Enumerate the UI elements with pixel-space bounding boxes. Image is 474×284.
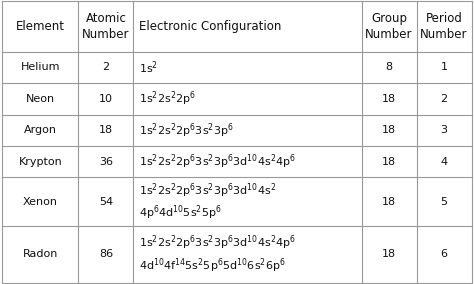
Text: 36: 36 [99, 157, 113, 167]
Text: Atomic
Number: Atomic Number [82, 12, 130, 41]
Text: 18: 18 [382, 249, 396, 259]
Text: Helium: Helium [21, 62, 60, 72]
Text: Krypton: Krypton [18, 157, 62, 167]
Text: Group
Number: Group Number [365, 12, 413, 41]
Text: Radon: Radon [23, 249, 58, 259]
Text: 18: 18 [382, 125, 396, 135]
Text: 8: 8 [385, 62, 392, 72]
Text: 18: 18 [382, 94, 396, 104]
Text: Period
Number: Period Number [420, 12, 468, 41]
Text: 54: 54 [99, 197, 113, 207]
Text: 5: 5 [441, 197, 447, 207]
Text: 1s$^2$2s$^2$2p$^6$3s$^2$3p$^6$3d$^{10}$4s$^2$
4p$^6$4d$^{10}$5s$^2$5p$^6$: 1s$^2$2s$^2$2p$^6$3s$^2$3p$^6$3d$^{10}$4… [139, 181, 276, 222]
Text: 6: 6 [441, 249, 447, 259]
Text: 1s$^2$2s$^2$2p$^6$3s$^2$3p$^6$: 1s$^2$2s$^2$2p$^6$3s$^2$3p$^6$ [139, 121, 234, 139]
Text: 1s$^2$2s$^2$2p$^6$3s$^2$3p$^6$3d$^{10}$4s$^2$4p$^6$
4d$^{10}$4f$^{14}$5s$^2$5p$^: 1s$^2$2s$^2$2p$^6$3s$^2$3p$^6$3d$^{10}$4… [139, 234, 296, 275]
Text: Element: Element [16, 20, 65, 33]
Text: 1s$^2$2s$^2$2p$^6$: 1s$^2$2s$^2$2p$^6$ [139, 89, 196, 108]
Text: 10: 10 [99, 94, 113, 104]
Text: 1s$^2$: 1s$^2$ [139, 59, 158, 76]
Text: 1s$^2$2s$^2$2p$^6$3s$^2$3p$^6$3d$^{10}$4s$^2$4p$^6$: 1s$^2$2s$^2$2p$^6$3s$^2$3p$^6$3d$^{10}$4… [139, 152, 296, 171]
Text: Neon: Neon [26, 94, 55, 104]
Text: 1: 1 [441, 62, 447, 72]
Text: 18: 18 [382, 157, 396, 167]
Text: Argon: Argon [24, 125, 57, 135]
Text: Xenon: Xenon [23, 197, 58, 207]
Text: 3: 3 [441, 125, 447, 135]
Text: 18: 18 [382, 197, 396, 207]
Text: Electronic Configuration: Electronic Configuration [139, 20, 282, 33]
Text: 2: 2 [102, 62, 109, 72]
Text: 2: 2 [440, 94, 447, 104]
Text: 18: 18 [99, 125, 113, 135]
Text: 86: 86 [99, 249, 113, 259]
Text: 4: 4 [440, 157, 447, 167]
